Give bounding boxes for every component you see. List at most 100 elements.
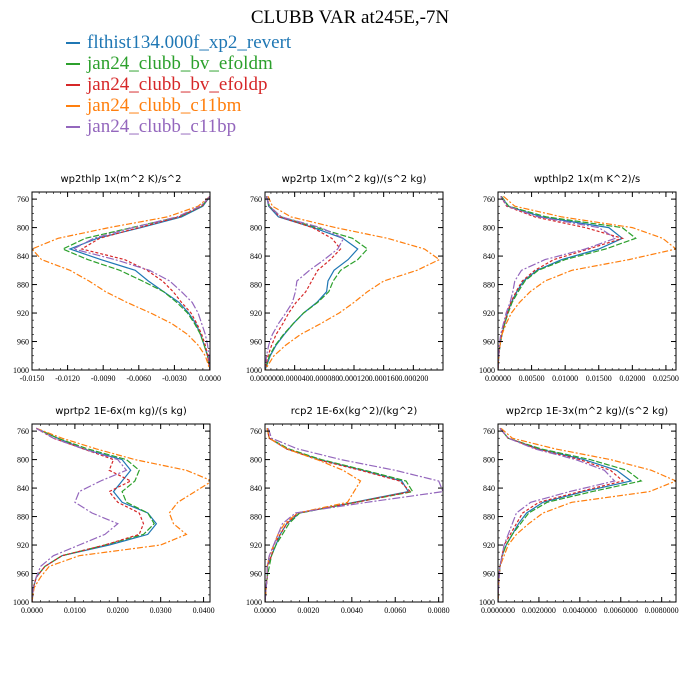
chart-panel: rcp2 1E-6x(kg^2)/(kg^2) 0.0000 0.0020 0.004… [246, 406, 450, 615]
series-line [32, 427, 145, 602]
y-tick-label: 840 [250, 484, 262, 493]
plot-frame [264, 191, 444, 371]
y-tick-label: 960 [250, 338, 262, 347]
x-tick-label: 0.000200 [398, 374, 428, 383]
y-tick-label: 800 [250, 224, 262, 233]
x-tick-label: 0.000160 [369, 374, 399, 383]
series-line [265, 428, 414, 602]
x-tick-label: 0.00500 [519, 374, 545, 383]
series-line [80, 195, 210, 370]
y-tick-label: 840 [17, 484, 29, 493]
x-tick-label: 0.0020 [297, 606, 319, 615]
series-line [498, 427, 633, 602]
x-tick-label: 0.02000 [619, 374, 645, 383]
series-line [498, 195, 676, 370]
x-tick-label: 0.0300 [150, 606, 172, 615]
legend-swatch [66, 105, 80, 107]
y-tick-label: 880 [250, 513, 262, 522]
x-tick-label: 0.01000 [552, 374, 578, 383]
x-tick-label: 0.0000 [21, 606, 43, 615]
y-tick-label: 760 [483, 195, 495, 204]
chart-panel: wp2rcp 1E-3x(m^2 kg)/(s^2 kg) 0.0000000 0.… [479, 406, 679, 615]
x-tick-label: 0.01500 [586, 374, 612, 383]
x-tick-label: 0.0040 [341, 606, 363, 615]
series-line [265, 428, 412, 602]
series-line [32, 195, 210, 370]
legend-swatch [66, 63, 80, 65]
y-tick-label: 760 [17, 195, 29, 204]
y-tick-label: 1000 [13, 598, 29, 607]
series-line [32, 427, 158, 602]
panel-title: wprtp2 1E-6x(m kg)/(s kg) [55, 406, 187, 417]
y-tick-label: 920 [17, 309, 29, 318]
y-tick-label: 760 [17, 427, 29, 436]
y-tick-label: 880 [250, 281, 262, 290]
legend-swatch [66, 126, 80, 128]
chart-panel: wp2rtp 1x(m^2 kg)/(s^2 kg)0.000000 0.0000… [246, 174, 444, 383]
y-tick-label: 1000 [479, 598, 495, 607]
y-tick-label: 800 [483, 456, 495, 465]
x-tick-label: 0.0200 [107, 606, 129, 615]
legend-swatch [66, 42, 80, 44]
legend-label: flthist134.000f_xp2_revert [87, 32, 292, 53]
y-tick-label: 760 [250, 195, 262, 204]
x-tick-label: 0.0100 [64, 606, 86, 615]
series-line [71, 195, 210, 370]
x-tick-label: -0.0150 [20, 374, 45, 383]
series-line [265, 196, 359, 370]
chart-panel: wpthlp2 1x(m K^2)/s 0.00000 0.00500 0.01000… [479, 174, 679, 383]
x-tick-label: 0.0400 [193, 606, 215, 615]
x-tick-label: 0.02500 [653, 374, 679, 383]
x-tick-label: 0.0080 [428, 606, 450, 615]
series-line [498, 427, 676, 602]
x-tick-label: 0.000080 [309, 374, 339, 383]
series-line [32, 427, 128, 602]
page-title: CLUBB VAR at245E,-7N [250, 7, 450, 28]
series-line [498, 195, 637, 370]
series-line [61, 195, 210, 370]
y-tick-label: 960 [17, 570, 29, 579]
y-tick-label: 920 [250, 309, 262, 318]
y-tick-label: 920 [250, 541, 262, 550]
series-line [265, 428, 362, 602]
plot-frame [31, 191, 211, 371]
y-tick-label: 760 [250, 427, 262, 436]
x-tick-label: 0.0000 [254, 606, 276, 615]
y-tick-label: 800 [17, 456, 29, 465]
y-tick-label: 960 [17, 338, 29, 347]
panel-title: rcp2 1E-6x(kg^2)/(kg^2) [291, 406, 418, 417]
series-line [32, 427, 210, 602]
y-tick-label: 920 [483, 309, 495, 318]
y-tick-label: 1000 [246, 366, 262, 375]
y-tick-label: 960 [250, 570, 262, 579]
x-tick-label: 0.0000 [199, 374, 221, 383]
series-line [265, 428, 410, 602]
x-tick-label: 0.00000 [485, 374, 511, 383]
series-line [265, 196, 441, 370]
x-tick-label: -0.0060 [126, 374, 151, 383]
plot-frame [497, 191, 677, 371]
y-tick-label: 880 [483, 281, 495, 290]
y-tick-label: 800 [250, 456, 262, 465]
y-tick-label: 1000 [479, 366, 495, 375]
y-tick-label: 880 [17, 281, 29, 290]
series-line [265, 196, 369, 370]
chart-panel: wprtp2 1E-6x(m kg)/(s kg) 0.0000 0.0100 0.0… [13, 406, 215, 615]
legend-label: jan24_clubb_bv_efoldm [87, 53, 273, 74]
series-line [265, 428, 443, 602]
y-tick-label: 840 [483, 252, 495, 261]
plot-frame [264, 423, 444, 603]
y-tick-label: 960 [483, 570, 495, 579]
y-tick-label: 1000 [13, 366, 29, 375]
series-line [498, 427, 625, 602]
y-tick-label: 880 [17, 513, 29, 522]
panel-title: wpthlp2 1x(m K^2)/s [534, 174, 640, 185]
x-tick-label: 0.000000 [250, 374, 280, 383]
y-tick-label: 920 [483, 541, 495, 550]
x-tick-label: 0.0080000 [645, 606, 679, 615]
x-tick-label: 0.000040 [280, 374, 310, 383]
x-tick-label: -0.0090 [91, 374, 116, 383]
chart-panel: wp2thlp 1x(m^2 K)/s^2 -0.0150 -0.0120 -0.00… [13, 174, 221, 383]
plot-frame [497, 423, 677, 603]
